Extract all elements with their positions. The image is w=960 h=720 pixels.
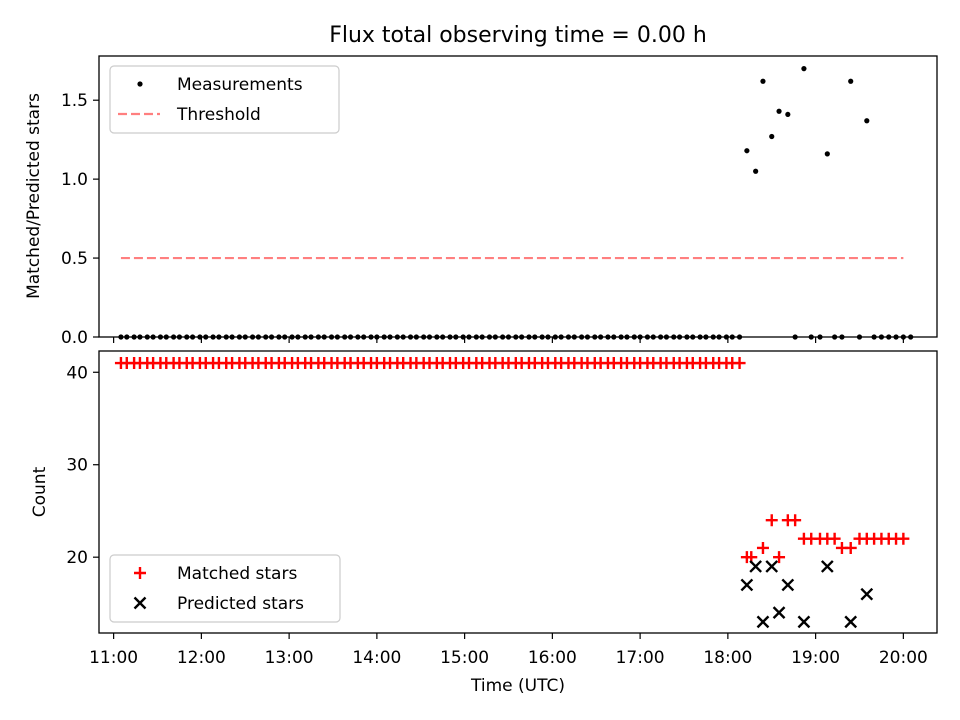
data-point xyxy=(801,66,807,72)
x-tick-label: 18:00 xyxy=(703,648,752,668)
series-predicted-stars xyxy=(740,560,874,629)
x-tick-label: 12:00 xyxy=(177,648,226,668)
y-tick-label: 30 xyxy=(66,456,88,476)
legend-label: Measurements xyxy=(177,75,303,95)
x-axis-label: Time (UTC) xyxy=(470,676,565,696)
data-point xyxy=(749,560,763,573)
x-tick-label: 19:00 xyxy=(791,648,840,668)
data-point xyxy=(864,118,870,124)
data-point xyxy=(789,514,802,527)
top-axes-frame xyxy=(98,55,938,338)
data-point xyxy=(760,78,766,84)
legend-box xyxy=(109,554,341,623)
y-tick-label: 40 xyxy=(66,363,88,383)
bottom-axes-frame xyxy=(98,350,938,634)
data-point xyxy=(860,587,874,601)
data-point xyxy=(756,615,770,629)
y-tick-label: 0.5 xyxy=(61,249,88,269)
legend-swatch xyxy=(137,81,143,87)
bottom-y-axis-label: Count xyxy=(30,466,50,517)
series-matched-stars xyxy=(114,357,910,564)
data-point xyxy=(740,578,754,592)
legend-label: Threshold xyxy=(176,105,261,125)
top-axes: 0.0 0.5 1.0 1.5 Matched/Predicted stars Mea… xyxy=(24,55,938,348)
data-point xyxy=(848,78,854,84)
bottom-legend: Matched stars Predicted stars xyxy=(109,554,341,623)
bottom-x-ticks: 11:00 12:00 13:00 14:00 15:00 16:00 17:00 18:00… xyxy=(89,633,928,668)
legend-label: Predicted stars xyxy=(177,594,304,614)
data-point xyxy=(733,357,746,370)
data-point xyxy=(797,615,811,629)
legend-swatch xyxy=(134,567,146,579)
top-y-ticks: 0.0 0.5 1.0 1.5 xyxy=(61,91,99,348)
x-tick-label: 13:00 xyxy=(265,648,314,668)
data-point xyxy=(781,578,795,592)
legend-label: Matched stars xyxy=(177,564,297,584)
data-point xyxy=(772,606,786,620)
top-legend: Measurements Threshold xyxy=(109,65,340,134)
x-tick-label: 14:00 xyxy=(352,648,401,668)
bottom-plot-area xyxy=(114,357,910,629)
x-tick-label: 17:00 xyxy=(616,648,665,668)
x-tick-label: 16:00 xyxy=(528,648,577,668)
x-tick-label: 15:00 xyxy=(440,648,489,668)
data-point xyxy=(765,560,779,573)
data-point xyxy=(769,133,775,140)
data-point xyxy=(824,151,830,157)
y-tick-label: 1.0 xyxy=(61,170,88,190)
top-x-ticks xyxy=(113,337,904,343)
data-point xyxy=(753,168,759,174)
data-point xyxy=(776,108,782,114)
x-tick-label: 20:00 xyxy=(879,648,928,668)
bottom-axes: 20 30 40 11:00 12:00 13:00 14:00 15:00 16:00 17:… xyxy=(30,350,938,696)
bottom-y-ticks: 20 30 40 xyxy=(66,363,99,568)
y-tick-label: 1.5 xyxy=(61,91,88,111)
data-point xyxy=(897,532,910,545)
data-point xyxy=(785,111,791,118)
top-y-axis-label: Matched/Predicted stars xyxy=(24,93,44,299)
data-point xyxy=(744,148,750,154)
data-point xyxy=(756,541,769,554)
data-point xyxy=(773,551,786,564)
x-tick-label: 11:00 xyxy=(89,648,138,668)
data-point xyxy=(828,532,841,545)
y-tick-label: 0.0 xyxy=(61,328,88,348)
data-point xyxy=(844,541,857,554)
data-point xyxy=(820,560,834,573)
data-point xyxy=(844,615,858,629)
data-point xyxy=(765,514,778,527)
chart-title: Flux total observing time = 0.00 h xyxy=(329,23,707,48)
legend-box xyxy=(109,65,340,134)
y-tick-label: 20 xyxy=(66,548,88,568)
legend-swatch xyxy=(133,596,147,610)
